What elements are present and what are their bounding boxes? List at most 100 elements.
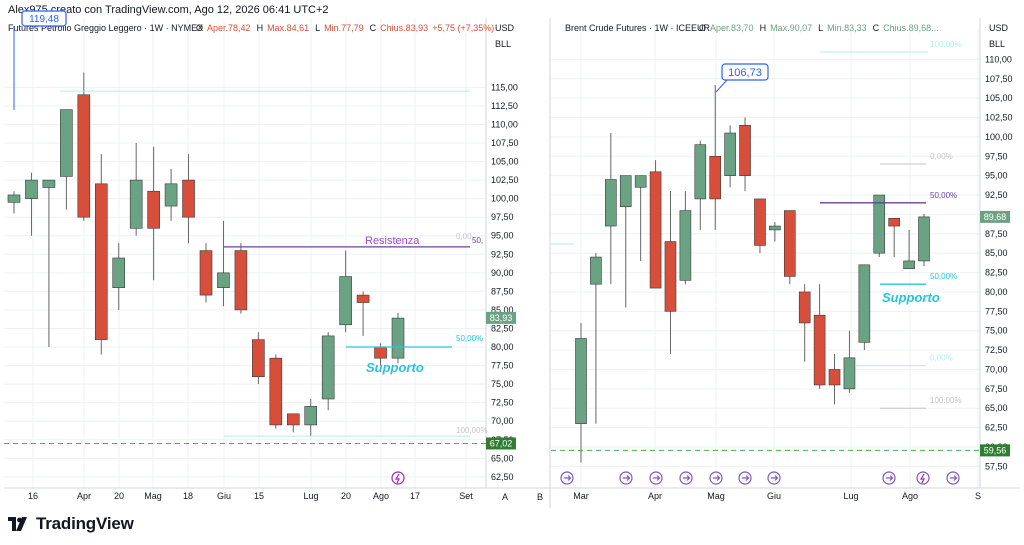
brent-chart-x-axis: Mar Apr Mag Giu Lug Ago S: [573, 491, 981, 501]
brent-candle-body: [798, 291, 811, 324]
oil-candle-body: [42, 179, 56, 188]
brent-candle: [590, 253, 602, 424]
oil-y-tick: 95,00: [491, 231, 514, 241]
oil-candle-body: [269, 357, 283, 426]
brent-event-icon: [738, 471, 752, 485]
brent-candle-body: [649, 171, 662, 289]
brent-candle: [694, 140, 707, 230]
oil-event-icon-ring: [391, 471, 405, 485]
brent-y-tick: 85,00: [985, 248, 1008, 258]
oil-last-price-tag-box: [486, 311, 516, 324]
oil-dashed-price-tag-text: 67,02: [490, 438, 513, 448]
tradingview-logo[interactable]: TradingView: [8, 514, 134, 534]
oil-event-icon: [391, 471, 405, 485]
brent-event-icon: [619, 471, 633, 485]
oil-x-tick: 16: [28, 491, 38, 501]
brent-event-icon-arrow: [886, 475, 894, 481]
brent-chart-y-axis: 57,5060,0062,5065,0067,5070,0072,5075,00…: [985, 54, 1013, 471]
oil-candle: [199, 243, 213, 303]
brent-candle-body: [873, 194, 886, 254]
oil-y-tick: 102,50: [491, 175, 519, 185]
brent-max-callout-box: [721, 63, 769, 81]
oil-y-tick: 70,00: [491, 416, 514, 426]
oil-max-callout-box: [21, 10, 67, 27]
oil-dashed-price-tag-box: [486, 437, 516, 450]
oil-chart-y-axis: 62,5065,0067,5070,0072,5075,0077,5080,00…: [491, 82, 519, 482]
brent-candle: [619, 175, 632, 308]
oil-candle: [321, 332, 335, 411]
brent-candle-body: [858, 264, 871, 343]
oil-y-tick: 87,50: [491, 286, 514, 296]
brent-y-tick: 80,00: [985, 287, 1008, 297]
brent-candle-body: [724, 132, 736, 176]
svg-text:A: A: [502, 492, 508, 502]
brent-y-tick: 107,50: [985, 74, 1013, 84]
oil-candle-body: [391, 317, 405, 359]
svg-text:B: B: [537, 492, 543, 502]
brent-candle-body: [754, 198, 766, 246]
oil-x-tick: 15: [254, 491, 264, 501]
oil-candle-body: [112, 257, 126, 288]
brent-candle: [739, 117, 751, 192]
oil-y-tick: 97,50: [491, 212, 514, 222]
oil-scale-button-b[interactable]: B: [537, 492, 543, 502]
brent-fib-top-label: 100,00%: [930, 40, 962, 49]
oil-candle-body: [182, 179, 195, 218]
oil-candle-body: [217, 272, 230, 288]
oil-candle: [60, 109, 73, 210]
brent-event-icon-ring: [916, 471, 930, 485]
oil-x-tick: Lug: [303, 491, 318, 501]
brent-y-tick: 72,50: [985, 345, 1008, 355]
oil-candle-body: [356, 294, 370, 303]
oil-candle: [164, 168, 178, 221]
brent-dashed-price-tag-text: 59,56: [984, 445, 1007, 455]
oil-candle-body: [147, 190, 160, 229]
oil-fib-bottom-label: 100,00%: [456, 426, 488, 435]
brent-candle: [918, 213, 930, 267]
brent-y-tick: 75,00: [985, 326, 1008, 336]
brent-y-tick: 100,00: [985, 132, 1013, 142]
oil-chart-candles: [7, 72, 405, 437]
oil-event-icon-bolt: [394, 473, 400, 484]
brent-x-tick: Apr: [648, 491, 662, 501]
oil-resistance-fib-left: 0,00: [456, 232, 472, 241]
oil-resistance-label: Resistenza: [365, 235, 420, 247]
brent-candle-body: [605, 179, 617, 227]
oil-y-tick: 90,00: [491, 268, 514, 278]
oil-chart-currency: USD: [495, 23, 515, 33]
brent-candle-body: [843, 357, 856, 390]
brent-max-price-callout: 106,73: [715, 63, 769, 93]
oil-candle: [269, 354, 283, 429]
brent-chart-unit: BLL: [989, 39, 1005, 49]
tradingview-logo-text: TradingView: [36, 514, 134, 533]
brent-candle: [858, 264, 871, 351]
brent-x-tick: Ago: [902, 491, 918, 501]
oil-chart-ohlc: O Aper.78,42 H Max.84,61 L Min.77,79 C Chius.83…: [196, 23, 494, 33]
brent-y-tick: 97,50: [985, 151, 1008, 161]
brent-candle-body: [679, 210, 692, 281]
brent-chart-currency: USD: [989, 23, 1009, 33]
brent-event-icon: [560, 471, 574, 485]
brent-event-icon-arrow: [713, 475, 721, 481]
oil-candle: [129, 143, 143, 236]
oil-scale-button-a[interactable]: A: [502, 492, 508, 502]
brent-chart-grid: [551, 30, 980, 488]
brent-chart-ohlc: O Aper.83,70 H Max.90,07 L Min.83,33 C Chius.89…: [699, 23, 939, 33]
brent-candle: [769, 222, 781, 242]
brent-event-icon-arrow: [742, 475, 750, 481]
brent-event-icon: [916, 471, 930, 485]
brent-chart-candles: [575, 84, 930, 463]
oil-candle: [112, 243, 126, 310]
brent-y-tick: 102,50: [985, 113, 1013, 123]
brent-y-tick: 92,50: [985, 190, 1008, 200]
brent-candle: [843, 330, 856, 393]
oil-candle-body: [374, 346, 387, 359]
brent-candle: [649, 160, 662, 289]
brent-candle-body: [575, 338, 587, 425]
brent-fib-low-label: 100,00%: [930, 396, 962, 405]
brent-y-tick: 95,00: [985, 171, 1008, 181]
brent-event-icon-arrow: [683, 475, 691, 481]
brent-candle: [903, 229, 915, 269]
